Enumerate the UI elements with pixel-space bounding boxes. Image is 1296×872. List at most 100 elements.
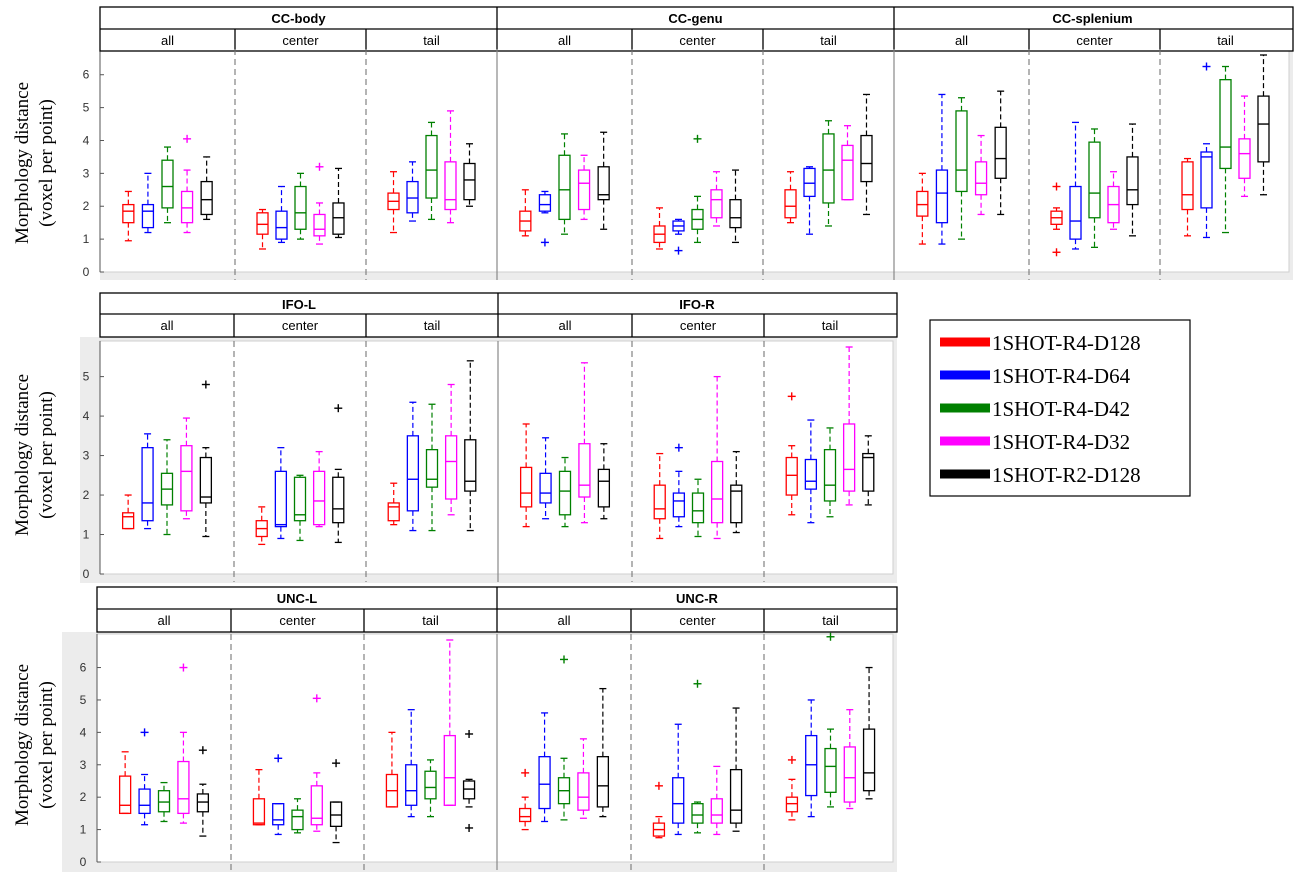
- box-body: [578, 443, 591, 498]
- box-1shot-r4-d32: [177, 663, 190, 824]
- box-1shot-r2-d128: [199, 380, 213, 538]
- box-body: [1238, 138, 1251, 179]
- box-1shot-r4-d128: [519, 189, 532, 237]
- outlier-marker: [560, 655, 568, 664]
- box-body: [138, 788, 151, 815]
- box-1shot-r2-d128: [464, 360, 477, 532]
- box-1shot-r4-d64: [406, 161, 419, 222]
- plot-axes-area: [96, 633, 894, 863]
- sub-label: center: [282, 318, 319, 333]
- group-title: CC-splenium: [1052, 11, 1132, 26]
- group-unc-r: UNC-R all center tail: [496, 587, 876, 870]
- group-ifo-l: IFO-L all center tail: [121, 297, 477, 582]
- box-body: [1257, 95, 1270, 163]
- y-tick-label: 4: [83, 409, 90, 423]
- box-1shot-r4-d32: [313, 162, 326, 245]
- y-tick-label: 5: [80, 693, 87, 707]
- box-body: [332, 476, 345, 524]
- box-body: [804, 458, 818, 490]
- box-body: [464, 439, 477, 492]
- legend-label: 1SHOT-R4-D42: [992, 397, 1130, 421]
- box-1shot-r2-d128: [196, 746, 210, 837]
- box-1shot-r4-d64: [405, 709, 418, 818]
- box-body: [916, 190, 929, 217]
- box-1shot-r2-d128: [862, 435, 875, 506]
- box-1shot-r4-d32: [577, 154, 591, 221]
- box-body: [444, 435, 458, 500]
- box-body: [387, 502, 400, 522]
- box-body: [558, 154, 571, 221]
- y-tick-label: 2: [83, 199, 90, 213]
- y-tick-label: 0: [80, 855, 87, 869]
- box-1shot-r2-d128: [332, 404, 345, 544]
- box-body: [672, 492, 686, 518]
- group-title: UNC-L: [277, 591, 317, 606]
- group-title: IFO-R: [679, 297, 715, 312]
- y-tick-label: 1: [83, 232, 90, 246]
- box-1shot-r4-d64: [672, 218, 685, 255]
- group-unc-l: UNC-L all center tail: [118, 591, 476, 870]
- box-body: [425, 134, 438, 199]
- box-body: [842, 423, 856, 492]
- box-body: [200, 180, 213, 216]
- legend-label: 1SHOT-R4-D32: [992, 430, 1130, 454]
- outlier-marker: [674, 246, 683, 255]
- box-1shot-r2-d128: [1257, 54, 1270, 196]
- box-1shot-r4-d128: [519, 423, 533, 528]
- box-body: [672, 777, 685, 824]
- box-1shot-r4-d64: [805, 699, 818, 818]
- box-1shot-r4-d128: [653, 207, 666, 250]
- box-body: [691, 803, 704, 824]
- box-1shot-r2-d128: [463, 143, 476, 207]
- box-1shot-r2-d128: [462, 729, 476, 832]
- box-1shot-r4-d128: [252, 768, 266, 826]
- box-body: [275, 210, 288, 240]
- box-1shot-r2-d128: [994, 90, 1007, 216]
- box-body: [691, 492, 705, 524]
- box-1shot-r4-d32: [577, 738, 590, 819]
- box-1shot-r4-d32: [842, 346, 856, 506]
- y-axis-label-line1: Morphology distance: [12, 374, 33, 536]
- box-1shot-r4-d32: [974, 134, 988, 216]
- box-1shot-r4-d64: [538, 190, 552, 247]
- box-1shot-r4-d64: [272, 754, 285, 836]
- y-tick-label: 5: [83, 101, 90, 115]
- group-ifo-r: IFO-R all center tail: [497, 293, 875, 582]
- box-body: [1088, 141, 1101, 219]
- plot-row-2: 0 1 2 3 4 5 Morphology distance (voxel per poin…: [12, 292, 898, 583]
- box-1shot-r4-d64: [138, 728, 151, 826]
- box-1shot-r4-d128: [387, 482, 400, 526]
- legend-item: 1SHOT-R4-D128: [940, 331, 1141, 355]
- box-body: [444, 161, 457, 211]
- outlier-marker: [521, 768, 530, 777]
- box-body: [406, 435, 420, 512]
- sub-label: all: [558, 318, 571, 333]
- box-body: [157, 790, 171, 813]
- y-tick-label: 3: [83, 449, 90, 463]
- box-1shot-r2-d128: [329, 759, 343, 844]
- box-body: [710, 460, 724, 524]
- box-1shot-r4-d42: [558, 456, 572, 528]
- box-1shot-r4-d64: [538, 712, 551, 823]
- box-1shot-r4-d64: [275, 185, 288, 244]
- box-body: [729, 768, 743, 824]
- outlier-marker: [693, 679, 702, 688]
- plot-axes-area: [99, 340, 894, 575]
- group-cc-splenium: CC-splenium all center tail: [893, 7, 1270, 280]
- outlier-marker: [201, 380, 210, 389]
- box-body: [274, 470, 288, 528]
- box-1shot-r4-d32: [312, 450, 326, 528]
- legend-item: 1SHOT-R2-D128: [940, 463, 1141, 487]
- box-1shot-r4-d128: [518, 768, 532, 831]
- box-body: [405, 764, 418, 806]
- outlier-marker: [465, 823, 474, 832]
- box-body: [558, 470, 572, 516]
- box-1shot-r4-d32: [310, 694, 323, 832]
- outlier-marker: [674, 443, 683, 452]
- box-body: [180, 190, 194, 224]
- box-1shot-r4-d32: [843, 709, 856, 810]
- box-1shot-r4-d64: [1069, 121, 1082, 250]
- outlier-marker: [787, 392, 796, 401]
- box-body: [424, 770, 437, 800]
- box-1shot-r2-d128: [200, 156, 213, 221]
